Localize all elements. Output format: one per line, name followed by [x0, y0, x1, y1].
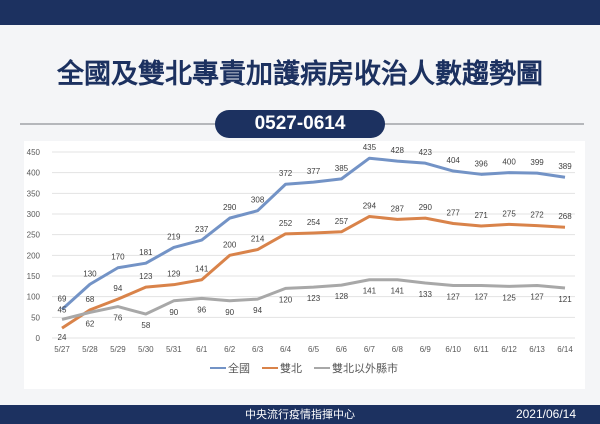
data-label: 181 [139, 248, 153, 257]
x-tick-label: 6/13 [529, 345, 545, 354]
y-tick-label: 300 [27, 210, 41, 219]
x-tick-label: 5/27 [54, 345, 70, 354]
data-label: 69 [58, 294, 67, 303]
x-tick-label: 6/14 [557, 345, 573, 354]
x-tick-label: 5/28 [82, 345, 98, 354]
x-tick-label: 6/7 [364, 345, 376, 354]
y-tick-label: 200 [27, 251, 41, 260]
data-label: 377 [307, 167, 321, 176]
data-label: 257 [335, 217, 349, 226]
data-label: 120 [279, 295, 293, 304]
data-label: 129 [167, 270, 181, 279]
data-label: 127 [530, 293, 544, 302]
x-tick-label: 6/11 [474, 345, 490, 354]
x-tick-label: 6/6 [336, 345, 348, 354]
y-tick-label: 50 [31, 313, 40, 322]
data-label: 127 [447, 293, 461, 302]
x-tick-label: 6/4 [280, 345, 292, 354]
legend-label: 雙北 [280, 362, 302, 375]
data-label: 268 [558, 212, 572, 221]
footer-bar: 中央流行疫情指揮中心 2021/06/14 [0, 405, 600, 424]
data-label: 385 [335, 164, 349, 173]
data-label: 141 [391, 287, 405, 296]
data-label: 219 [167, 232, 181, 241]
x-tick-label: 6/12 [501, 345, 517, 354]
data-label: 308 [251, 196, 265, 205]
y-tick-label: 100 [27, 293, 41, 302]
data-label: 275 [502, 209, 516, 218]
data-label: 277 [447, 209, 461, 218]
data-label: 24 [58, 333, 67, 342]
data-label: 123 [139, 272, 153, 281]
data-label: 58 [141, 321, 150, 330]
legend-label: 雙北以外縣市 [332, 361, 398, 375]
data-label: 214 [251, 235, 265, 244]
data-label: 62 [85, 319, 94, 328]
legend-label: 全國 [228, 361, 250, 375]
data-label: 290 [419, 203, 433, 212]
data-label: 372 [279, 169, 293, 178]
data-label: 121 [558, 295, 572, 304]
data-label: 90 [169, 308, 178, 317]
x-tick-label: 6/9 [420, 345, 432, 354]
series-line-1 [61, 214, 566, 330]
y-tick-label: 250 [27, 231, 41, 240]
data-label: 290 [223, 203, 237, 212]
data-label: 127 [474, 293, 488, 302]
data-label: 141 [363, 287, 377, 296]
x-tick-label: 5/31 [166, 345, 182, 354]
data-label: 400 [502, 158, 516, 167]
data-label: 45 [58, 305, 67, 314]
data-label: 76 [113, 314, 122, 323]
data-label: 435 [363, 143, 377, 152]
y-tick-label: 450 [27, 148, 41, 157]
y-tick-label: 150 [27, 272, 41, 281]
series-line-0 [60, 156, 566, 311]
x-tick-label: 5/29 [110, 345, 126, 354]
organization-name: 中央流行疫情指揮中心 [245, 408, 355, 421]
data-label: 294 [363, 201, 377, 210]
data-label: 272 [530, 211, 544, 220]
y-tick-label: 400 [27, 169, 41, 178]
x-tick-label: 6/5 [308, 345, 320, 354]
y-tick-label: 0 [36, 334, 41, 343]
data-label: 399 [530, 158, 544, 167]
data-label: 428 [391, 146, 405, 155]
data-label: 94 [253, 306, 262, 315]
x-tick-label: 6/10 [445, 345, 461, 354]
data-label: 396 [474, 159, 488, 168]
publish-date: 2021/06/14 [515, 407, 576, 421]
data-label: 133 [419, 290, 433, 299]
x-tick-label: 6/2 [224, 345, 236, 354]
data-label: 271 [474, 211, 488, 220]
data-label: 404 [447, 156, 461, 165]
x-tick-label: 6/1 [196, 345, 208, 354]
top-bar [0, 0, 600, 25]
data-label: 423 [419, 148, 433, 157]
data-label: 237 [195, 225, 209, 234]
data-label: 94 [113, 284, 122, 293]
series-line-2 [61, 278, 566, 321]
date-range-badge: 0527-0614 [215, 110, 385, 138]
x-tick-label: 6/8 [392, 345, 404, 354]
x-tick-label: 5/30 [138, 345, 154, 354]
data-label: 170 [111, 253, 125, 262]
x-tick-label: 6/3 [252, 345, 264, 354]
data-label: 254 [307, 218, 321, 227]
data-label: 68 [85, 295, 94, 304]
data-label: 123 [307, 294, 321, 303]
data-label: 287 [391, 204, 405, 213]
data-label: 200 [223, 240, 237, 249]
data-label: 141 [195, 265, 209, 274]
data-label: 130 [83, 269, 97, 278]
data-label: 389 [558, 162, 572, 171]
data-label: 90 [225, 308, 234, 317]
data-label: 128 [335, 292, 349, 301]
data-label: 252 [279, 219, 293, 228]
page-title: 全國及雙北專責加護病房收治人數趨勢圖 [57, 59, 543, 90]
data-label: 125 [502, 293, 516, 302]
data-label: 96 [197, 305, 206, 314]
y-tick-label: 350 [27, 189, 41, 198]
